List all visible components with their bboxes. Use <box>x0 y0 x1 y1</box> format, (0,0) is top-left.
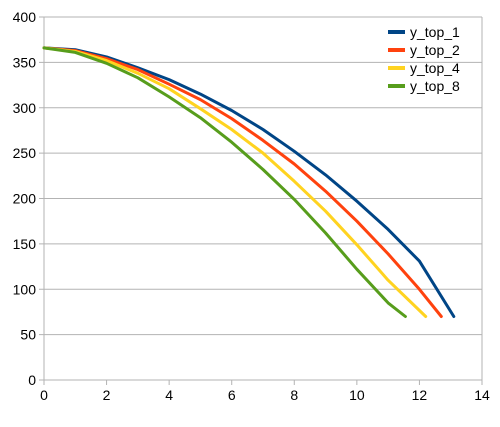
legend-label-y_top_1: y_top_1 <box>410 24 460 40</box>
x-tick-label: 6 <box>228 387 236 403</box>
series-line-y_top_4 <box>42 46 428 318</box>
x-axis-tick-labels: 0 2 4 6 8 10 12 14 <box>40 387 490 403</box>
y-tick-label: 150 <box>13 236 37 252</box>
y-tick-label: 400 <box>13 9 37 25</box>
x-tick-label: 2 <box>103 387 111 403</box>
x-tick-label: 4 <box>165 387 173 403</box>
y-tick-label: 200 <box>13 191 37 207</box>
series-line-y_top_1 <box>42 46 456 318</box>
y-tick-label: 300 <box>13 100 37 116</box>
y-tick-label: 50 <box>20 327 36 343</box>
y-axis-tick-labels: 0 50 100 150 200 250 300 350 400 <box>13 9 37 388</box>
x-tick-label: 14 <box>474 387 490 403</box>
axes <box>39 16 483 385</box>
legend-label-y_top_4: y_top_4 <box>410 60 460 76</box>
x-tick-label: 10 <box>349 387 365 403</box>
x-tick-label: 12 <box>412 387 428 403</box>
y-tick-label: 350 <box>13 54 37 70</box>
series-line-y_top_8 <box>42 46 407 318</box>
legend: y_top_1 y_top_2 y_top_4 y_top_8 <box>388 24 460 94</box>
legend-label-y_top_8: y_top_8 <box>410 78 460 94</box>
x-tick-label: 8 <box>290 387 298 403</box>
y-tick-label: 100 <box>13 281 37 297</box>
plot-series <box>42 46 456 318</box>
y-tick-label: 0 <box>28 372 36 388</box>
legend-label-y_top_2: y_top_2 <box>410 42 460 58</box>
y-tick-label: 250 <box>13 145 37 161</box>
x-tick-label: 0 <box>40 387 48 403</box>
series-line-y_top_2 <box>42 46 443 318</box>
